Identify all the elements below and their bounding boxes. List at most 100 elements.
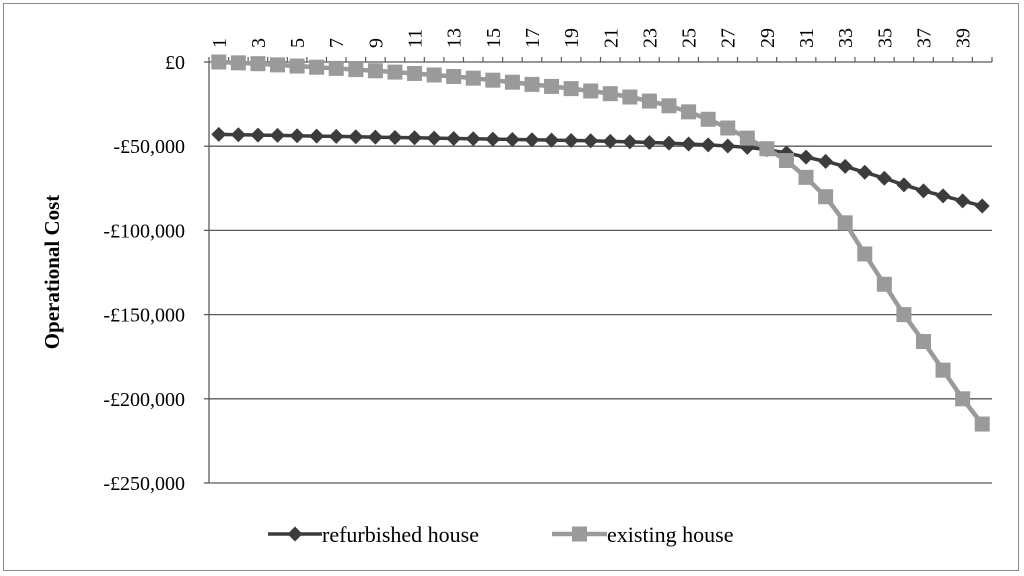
y-tick-label: -£200,000 [103,389,185,411]
data-point [563,132,579,148]
data-point [446,68,462,84]
data-point [622,134,638,150]
data-point [289,58,305,74]
data-point [798,169,814,185]
data-point [700,137,716,153]
x-tick-label: 37 [913,28,935,48]
data-point [485,72,501,88]
x-tick-label: 15 [483,28,505,48]
x-tick-label: 21 [600,28,622,48]
data-point [270,127,286,143]
data-point [602,86,618,102]
data-point [544,132,560,148]
x-tick-label: 9 [365,38,387,48]
data-point [348,62,364,78]
data-point [485,131,501,147]
data-point [759,141,775,157]
data-point [641,134,657,150]
data-point [426,67,442,83]
y-tick-label: -£150,000 [103,305,185,327]
data-point [348,129,364,145]
data-point [524,76,540,92]
data-point [544,78,560,94]
data-point [230,127,246,143]
data-point [426,130,442,146]
data-point [974,416,990,432]
data-point [778,153,794,169]
legend-marker [572,526,587,542]
legend-item: existing house [552,522,734,547]
data-point [876,170,892,186]
data-point [681,136,697,152]
legend-marker [287,526,303,542]
data-point [230,55,246,71]
data-point [602,133,618,149]
data-point [955,193,971,209]
x-tick-label: 1 [209,38,231,48]
data-point [720,138,736,154]
data-point [622,89,638,105]
x-tick-label: 35 [874,28,896,48]
x-tick-label: 25 [679,28,701,48]
y-tick-label: £0 [165,52,185,74]
data-point [857,164,873,180]
x-tick-label: 33 [835,28,857,48]
series-line [218,59,984,426]
data-point [289,128,305,144]
data-point [915,334,931,350]
data-point [915,183,931,199]
data-point [974,198,990,214]
data-point [407,130,423,146]
x-tick-label: 5 [287,38,309,48]
data-point [798,149,814,165]
data-point [367,63,383,79]
legend: refurbished house existing house [268,522,734,547]
y-tick-labels: £0 -£50,000 -£100,000 -£150,000 -£200,000 -£2… [103,52,185,495]
data-point [641,93,657,109]
series-group [211,54,990,432]
series-existing-house [211,54,990,432]
series-line [218,132,983,208]
legend-label: existing house [607,522,734,547]
data-point [739,130,755,146]
data-point [211,54,227,70]
y-tick-label: -£100,000 [103,220,185,242]
x-tick-label: 7 [326,38,348,48]
data-point [661,98,677,114]
data-point [720,120,736,136]
data-point [661,135,677,151]
x-tick-label: 13 [444,28,466,48]
data-point [876,276,892,292]
gridlines [209,145,992,484]
x-tick-label: 11 [405,29,427,48]
legend-label: refurbished house [322,522,479,547]
data-point [211,126,227,142]
data-point [328,60,344,76]
data-point [896,307,912,323]
data-point [250,56,266,72]
data-point [367,129,383,145]
data-point [935,188,951,204]
data-point [309,59,325,75]
data-point [583,83,599,99]
x-tick-label: 23 [639,28,661,48]
data-point [583,133,599,149]
data-point [504,131,520,147]
y-tick-label: -£50,000 [113,136,185,158]
x-tick-labels: 1 3 5 7 9 11 13 15 17 19 21 23 25 27 29 31 33 35 37 39 [209,28,975,48]
data-point [524,132,540,148]
data-point [955,391,971,407]
data-point [837,215,853,231]
data-point [681,104,697,120]
data-point [270,57,286,73]
data-point [563,81,579,97]
data-point [446,130,462,146]
data-point [857,246,873,262]
data-point [818,189,834,205]
data-point [465,70,481,86]
x-tick-label: 3 [248,38,270,48]
x-tick-label: 19 [561,28,583,48]
series-refurbished-house [211,126,990,214]
x-tick-label: 31 [796,28,818,48]
data-point [387,129,403,145]
